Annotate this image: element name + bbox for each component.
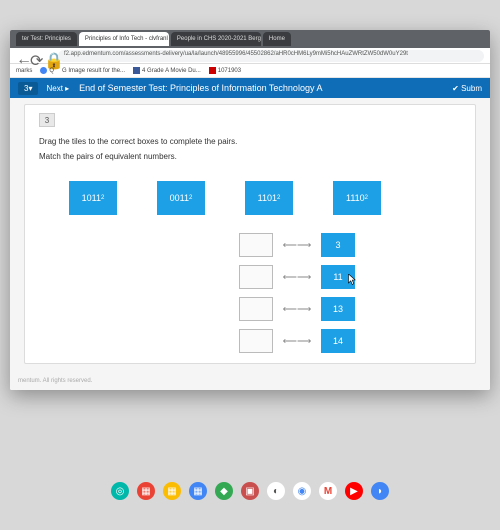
laptop-screen: ter Test: Principles Principles of Info …: [10, 30, 490, 390]
arrow-icon: ⟵⟶: [273, 336, 321, 347]
tile-1[interactable]: 00112: [157, 181, 205, 215]
tile-2[interactable]: 11012: [245, 181, 293, 215]
instruction-1: Drag the tiles to the correct boxes to c…: [39, 137, 461, 146]
app-header: 3▾ Next ▸ End of Semester Test: Principl…: [10, 78, 490, 98]
pair-row-2: ⟵⟶ 13: [239, 297, 461, 321]
answer-0: 3: [321, 233, 355, 257]
taskbar-icon-6[interactable]: ◐: [267, 482, 285, 500]
tab-3[interactable]: Home: [263, 32, 291, 46]
lock-icon: 🔒: [44, 51, 54, 61]
answer-2: 13: [321, 297, 355, 321]
taskbar-icon-10[interactable]: ◗: [371, 482, 389, 500]
drop-2[interactable]: [239, 297, 273, 321]
bookmark-0[interactable]: marks: [16, 68, 32, 74]
taskbar-icon-7[interactable]: ◉: [293, 482, 311, 500]
content-area: 3 Drag the tiles to the correct boxes to…: [10, 98, 490, 390]
taskbar-icon-5[interactable]: ▣: [241, 482, 259, 500]
arrow-icon: ⟵⟶: [273, 240, 321, 251]
arrow-icon: ⟵⟶: [273, 272, 321, 283]
bookmark-2[interactable]: G Image result for the...: [62, 68, 125, 74]
bookmarks-bar: marks Q G Image result for the... 4 Grad…: [10, 64, 490, 78]
test-title: End of Semester Test: Principles of Info…: [79, 83, 452, 93]
taskbar-icon-8[interactable]: M: [319, 482, 337, 500]
bookmark-4[interactable]: 1071903: [209, 67, 241, 74]
bookmark-1[interactable]: Q: [40, 67, 54, 74]
pair-row-3: ⟵⟶ 14: [239, 329, 461, 353]
instruction-2: Match the pairs of equivalent numbers.: [39, 152, 461, 161]
question-card: 3 Drag the tiles to the correct boxes to…: [24, 104, 476, 364]
browser-tabs: ter Test: Principles Principles of Info …: [10, 30, 490, 48]
footer-text: mentum. All rights reserved.: [10, 376, 490, 390]
pair-row-1: ⟵⟶ 11: [239, 265, 461, 289]
tab-0[interactable]: ter Test: Principles: [16, 32, 77, 46]
drop-3[interactable]: [239, 329, 273, 353]
pair-row-0: ⟵⟶ 3: [239, 233, 461, 257]
tile-0[interactable]: 10112: [69, 181, 117, 215]
tiles-row: 10112 00112 11012 11102: [69, 181, 461, 215]
taskbar-icon-3[interactable]: ▦: [189, 482, 207, 500]
tab-1[interactable]: Principles of Info Tech - clvfranl: [79, 32, 169, 46]
submit-button[interactable]: ✔ Subm: [452, 84, 482, 93]
taskbar-icon-4[interactable]: ◆: [215, 482, 233, 500]
pairs-column: ⟵⟶ 3 ⟵⟶ 11 ⟵⟶ 13 ⟵⟶ 14: [239, 233, 461, 353]
drop-0[interactable]: [239, 233, 273, 257]
back-icon[interactable]: ←: [16, 51, 26, 61]
arrow-icon: ⟵⟶: [273, 304, 321, 315]
level-dropdown[interactable]: 3▾: [18, 82, 38, 95]
next-button[interactable]: Next ▸: [46, 84, 69, 93]
answer-1: 11: [321, 265, 355, 289]
taskbar-icon-1[interactable]: ▦: [137, 482, 155, 500]
taskbar-icon-0[interactable]: ◎: [111, 482, 129, 500]
taskbar-icon-9[interactable]: ▶: [345, 482, 363, 500]
tile-3[interactable]: 11102: [333, 181, 381, 215]
drop-1[interactable]: [239, 265, 273, 289]
bookmark-3[interactable]: 4 Grade A Movie Du...: [133, 67, 201, 74]
taskbar-icon-2[interactable]: ▦: [163, 482, 181, 500]
answer-3: 14: [321, 329, 355, 353]
url-input[interactable]: f2.app.edmentum.com/assessments-delivery…: [58, 50, 484, 62]
os-taskbar: ◎ ▦ ▦ ▦ ◆ ▣ ◐ ◉ M ▶ ◗: [111, 482, 389, 500]
tab-2[interactable]: People in CHS 2020-2021 Berge: [171, 32, 261, 46]
address-bar-row: ← ⟳ 🔒 f2.app.edmentum.com/assessments-de…: [10, 48, 490, 64]
question-number: 3: [39, 113, 55, 127]
reload-icon[interactable]: ⟳: [30, 51, 40, 61]
